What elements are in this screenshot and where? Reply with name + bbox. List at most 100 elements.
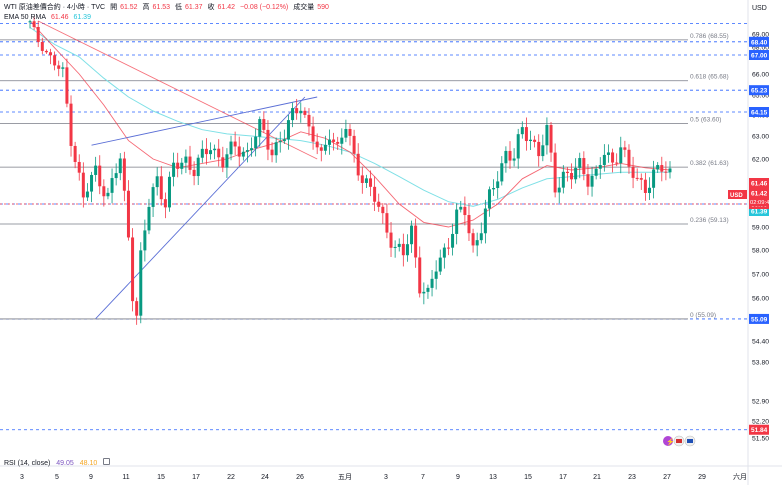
candle-body (553, 152, 557, 193)
candle-body (446, 247, 450, 249)
candle-body (561, 171, 565, 188)
fib-label: 0 (55.09) (690, 312, 716, 319)
candle-body (541, 145, 545, 157)
time-tick-label: 21 (593, 474, 601, 481)
candle-body (106, 192, 110, 197)
candle-body (647, 187, 651, 193)
candle-body (631, 166, 635, 178)
candle-body (336, 141, 340, 144)
time-tick-label: 11 (122, 474, 129, 481)
candle-body (40, 41, 44, 51)
candle-body (344, 128, 348, 138)
candle-body (57, 65, 61, 69)
ema-legend[interactable]: EMA 50 RMA 61.46 61.39 (4, 13, 94, 22)
symbol-header[interactable]: WTI 原油差價合約 · 4小時 · TVC 開 61.52 高 61.53 低 61… (4, 3, 332, 12)
candle-body (110, 178, 114, 193)
fib-label: 0.5 (63.60) (690, 116, 721, 123)
price-tag-label: 55.09 (751, 316, 768, 323)
candle-body (73, 145, 77, 162)
event-icons[interactable]: ⚡ (663, 435, 696, 447)
candle-body (159, 176, 163, 200)
time-axis[interactable]: 3 5 9 11 15 17 22 24 26 五月 3 7 9 13 15 17 21 23 27 29 六月 (20, 472, 747, 481)
candle-body (459, 206, 463, 210)
candle-body (241, 151, 245, 157)
candle-body (635, 177, 639, 179)
candle-body (438, 257, 442, 272)
candle-body (504, 150, 508, 164)
price-tag (749, 188, 769, 198)
candle-body (360, 175, 364, 183)
time-tick-label: 13 (489, 474, 497, 481)
candle-body (377, 201, 381, 207)
price-tick-label: 53.80 (752, 360, 769, 367)
candle-body (405, 244, 409, 256)
time-tick-label: 27 (663, 474, 671, 481)
currency-tag (728, 190, 747, 199)
event-flag-glyph (687, 439, 693, 443)
candle-body (422, 291, 426, 294)
price-tag (749, 50, 769, 60)
price-tick-label: 65.00 (752, 93, 769, 100)
price-tag (749, 206, 769, 216)
candle-body (36, 26, 40, 42)
fib-label: 0.382 (61.63) (690, 160, 729, 167)
ema-label[interactable]: EMA 50 RMA (4, 14, 47, 21)
trendline (91, 96, 318, 146)
rsi-visibility-icon[interactable] (103, 458, 111, 465)
candle-body (414, 225, 418, 258)
high-value: 61.53 (152, 4, 171, 11)
candle-body (49, 52, 53, 56)
candle-body (53, 55, 57, 66)
price-tag-label: 61.39 (751, 209, 768, 216)
candle-body (131, 237, 135, 302)
time-tick-label: 29 (698, 474, 706, 481)
candle-body (204, 148, 208, 155)
candle-body (192, 169, 196, 177)
candle-body (430, 278, 434, 288)
price-tick-label: 52.90 (752, 399, 769, 406)
candle-body (529, 139, 533, 142)
candle-body (147, 206, 151, 231)
volume-value: 590 (317, 4, 329, 11)
rsi-legend[interactable]: RSI (14, close) 49.05 48.10 (4, 458, 114, 468)
price-tag (749, 85, 769, 96)
price-tick-label: 51.50 (752, 436, 769, 443)
plot-area[interactable] (0, 0, 748, 458)
price-tag-label: 67.00 (751, 53, 768, 60)
time-tick-label: 3 (20, 474, 24, 481)
symbol-line[interactable]: WTI 原油差價合約 · 4小時 · TVC (4, 4, 106, 11)
candle-body (282, 139, 286, 142)
close-label: 收 (207, 4, 215, 11)
candle-body (61, 67, 65, 69)
price-tag (749, 36, 769, 47)
candle-body (537, 141, 541, 157)
time-tick-label: 24 (261, 474, 269, 481)
price-tag (749, 424, 769, 435)
candle-body (664, 171, 668, 173)
candle-body (77, 161, 81, 173)
time-tick-label: 5 (55, 474, 59, 481)
open-value: 61.52 (120, 4, 138, 11)
price-tick-label: 62.00 (752, 157, 769, 164)
time-tick-label: 六月 (733, 472, 747, 481)
candle-body (385, 213, 389, 233)
candle-body (180, 162, 184, 169)
candle-body (623, 147, 627, 150)
candle-body (611, 152, 615, 163)
price-tick-label: 63.00 (752, 134, 769, 141)
event-flash-icon[interactable] (663, 436, 673, 446)
rsi-label[interactable]: RSI (14, close) (4, 460, 51, 467)
candle-body (122, 158, 126, 191)
candles-layer (28, 16, 672, 325)
candle-body (143, 230, 147, 251)
time-tick-label: 五月 (338, 473, 352, 481)
candle-body (114, 173, 118, 179)
candle-body (397, 243, 401, 247)
candle-body (594, 168, 598, 176)
candle-body (188, 156, 192, 170)
candle-body (85, 191, 89, 198)
candle-body (389, 232, 393, 248)
trendline (95, 96, 306, 320)
